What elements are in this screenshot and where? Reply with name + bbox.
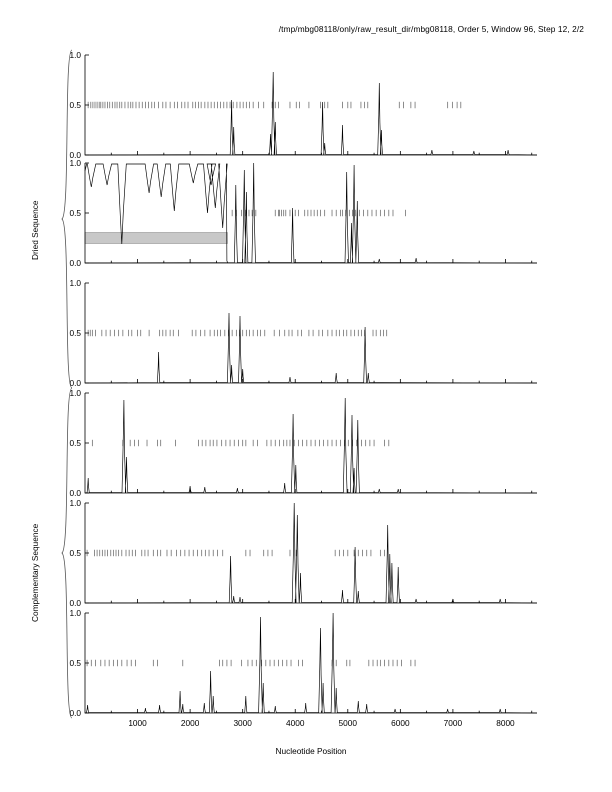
panel-plot-area-2 (84, 162, 538, 264)
x-tick-marks (110, 599, 533, 603)
marker-tick-row (86, 659, 416, 667)
x-tick-marks (110, 259, 533, 263)
x-tick-marks (110, 379, 533, 383)
marker-tick-row (231, 209, 407, 217)
y-tick-label: 0.0 (69, 488, 81, 498)
data-trace (84, 502, 538, 604)
y-tick-marks (85, 502, 89, 604)
y-tick-label: 1.0 (69, 278, 81, 288)
x-tick-label: 3000 (233, 718, 252, 728)
y-tick-marks (85, 162, 89, 264)
y-tick-label: 0.0 (69, 150, 81, 160)
x-axis-label: Nucleotide Position (275, 746, 347, 756)
y-tick-label: 0.5 (69, 658, 81, 668)
data-trace (84, 162, 538, 264)
data-trace (84, 397, 538, 494)
marker-tick-row (86, 549, 385, 557)
y-tick-label: 1.0 (69, 388, 81, 398)
data-trace (84, 71, 538, 156)
y-tick-label: 1.0 (69, 158, 81, 168)
panel-plot-area-6 (84, 612, 538, 714)
x-tick-label: 2000 (180, 718, 200, 728)
brace-complementary-sequence (61, 387, 73, 719)
x-tick-label: 6000 (391, 718, 410, 728)
panel-plot-area-4 (84, 392, 538, 494)
figure-title: /tmp/mbg08118/only/raw_result_dir/mbg081… (278, 24, 584, 34)
y-tick-label: 1.0 (69, 50, 81, 60)
y-tick-label: 0.5 (69, 208, 81, 218)
y-tick-label: 0.0 (69, 378, 81, 388)
y-tick-label: 0.5 (69, 100, 81, 110)
y-axis-group-label-complementary: Complementary Sequence (30, 523, 40, 622)
x-tick-label: 8000 (496, 718, 515, 728)
y-tick-marks (85, 392, 89, 494)
axis-spines (84, 503, 537, 604)
data-trace (84, 312, 538, 384)
panel-plot-area-3 (84, 282, 538, 384)
y-tick-label: 0.5 (69, 548, 81, 558)
plot-panel-4: 0.0 0.5 1.0 (69, 388, 538, 498)
x-tick-marks (110, 489, 533, 493)
plot-panel-2: 0.0 0.5 1.0 (69, 158, 538, 268)
brace-dried-sequence (61, 49, 73, 389)
plot-panel-6: 0.0 0.5 1.0 1000 2000 3000 4000 5000 6000 7000 800… (69, 608, 538, 728)
x-tick-label: 7000 (443, 718, 463, 728)
x-tick-marks (110, 151, 533, 155)
y-tick-label: 0.0 (69, 258, 81, 268)
marker-tick-row (87, 101, 462, 109)
x-tick-label: 4000 (285, 718, 305, 728)
x-tick-marks (110, 709, 533, 713)
y-tick-label: 0.0 (69, 708, 81, 718)
y-tick-label: 1.0 (69, 498, 81, 508)
highlight-band (84, 232, 228, 244)
plot-panel-5: 0.0 0.5 1.0 (69, 498, 538, 608)
panel-plot-area-5 (84, 502, 538, 604)
y-tick-marks (85, 54, 89, 156)
panel-plot-area-1 (84, 54, 538, 156)
marker-tick-row (87, 329, 388, 337)
y-tick-label: 0.5 (69, 328, 81, 338)
axis-spines (84, 613, 537, 714)
x-tick-label: 5000 (338, 718, 358, 728)
data-trace (84, 612, 538, 714)
y-tick-label: 0.0 (69, 598, 81, 608)
axis-spines (84, 283, 537, 384)
plot-panel-3: 0.0 0.5 1.0 (69, 278, 538, 388)
y-tick-marks (85, 612, 89, 714)
axis-spines (84, 55, 537, 156)
y-tick-label: 1.0 (69, 608, 81, 618)
y-tick-label: 0.5 (69, 438, 81, 448)
x-tick-label: 1000 (128, 718, 147, 728)
plot-panel-1: 0.0 0.5 1.0 (69, 50, 538, 160)
y-axis-group-label-dried: Dried Sequence (30, 200, 40, 260)
y-tick-marks (85, 282, 89, 384)
